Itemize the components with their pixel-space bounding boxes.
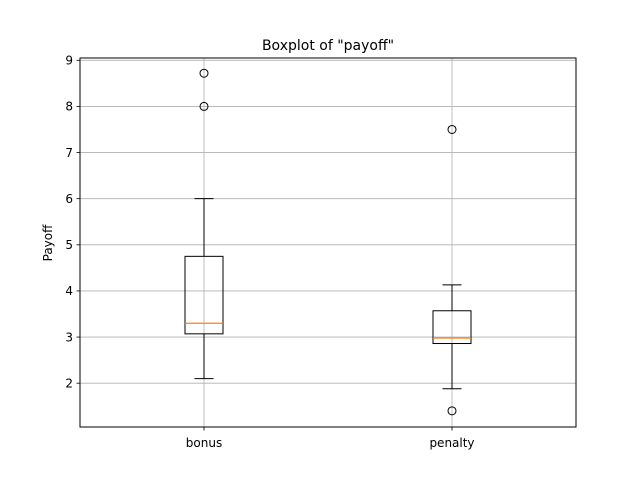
y-tick-label: 8 (65, 100, 73, 114)
iqr-box (432, 310, 472, 345)
outlier-point (447, 124, 457, 134)
x-tick-label-bonus: bonus (186, 436, 222, 450)
outlier-point (199, 101, 209, 111)
outlier-point (447, 406, 457, 416)
y-axis-label: Payoff (41, 224, 55, 261)
y-tick-label: 9 (65, 54, 73, 68)
outlier-point (199, 68, 209, 78)
y-tick-label: 5 (65, 238, 73, 252)
plot-frame (79, 57, 577, 428)
y-tick-label: 3 (65, 330, 73, 344)
box-group-bonus (184, 68, 224, 380)
axis-ticks: 2 3 4 5 6 7 8 9 bonus penalty (65, 54, 474, 450)
box-group-penalty (432, 124, 472, 416)
y-tick-label: 6 (65, 192, 73, 206)
x-tick-label-penalty: penalty (429, 436, 474, 450)
y-tick-label: 2 (65, 376, 73, 390)
box-layer (184, 68, 472, 416)
y-tick-label: 4 (65, 284, 73, 298)
y-tick-label: 7 (65, 146, 73, 160)
chart-title: Boxplot of "payoff" (262, 38, 394, 54)
iqr-box (184, 255, 224, 335)
